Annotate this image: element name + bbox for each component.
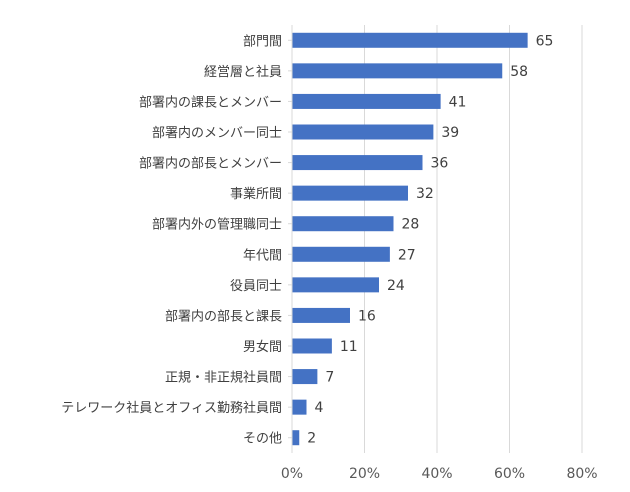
- category-label: テレワーク社員とオフィス勤務社員間: [61, 400, 282, 416]
- category-label: その他: [243, 432, 282, 447]
- data-label: 39: [441, 125, 459, 141]
- bars: [292, 32, 528, 446]
- data-label: 58: [510, 64, 528, 80]
- bar: [292, 399, 307, 415]
- bar: [292, 63, 503, 79]
- bar: [292, 185, 408, 201]
- category-label: 部署内のメンバー同士: [152, 125, 282, 141]
- bar: [292, 430, 300, 446]
- category-label: 部署内の課長とメンバー: [139, 94, 282, 110]
- bar: [292, 369, 318, 385]
- category-label: 年代間: [243, 248, 282, 263]
- data-label: 24: [387, 278, 405, 294]
- data-label: 27: [398, 247, 416, 263]
- category-label: 事業所間: [230, 186, 282, 202]
- category-label: 正規・非正規社員間: [165, 370, 282, 386]
- category-label: 部署内外の管理職同士: [152, 217, 282, 233]
- data-label: 65: [536, 33, 554, 49]
- data-label: 41: [449, 94, 467, 110]
- x-tick-label: 80%: [566, 466, 597, 482]
- data-label: 2: [307, 431, 316, 447]
- bar: [292, 32, 528, 48]
- bar: [292, 307, 350, 323]
- category-label: 部門間: [243, 34, 282, 49]
- bar: [292, 93, 441, 109]
- x-tick-label: 40%: [421, 466, 452, 482]
- category-label: 役員同士: [230, 279, 282, 294]
- bar: [292, 338, 332, 354]
- x-tick-label: 0%: [281, 466, 303, 482]
- category-label: 部署内の部長とメンバー: [139, 156, 282, 172]
- x-tick-label: 20%: [349, 466, 380, 482]
- bar: [292, 216, 394, 232]
- x-tick-label: 60%: [494, 466, 525, 482]
- data-label: 7: [325, 370, 334, 386]
- data-label: 16: [358, 308, 376, 324]
- bar: [292, 246, 390, 262]
- data-label: 4: [315, 400, 324, 416]
- category-label: 経営層と社員: [204, 64, 282, 80]
- category-axis: [288, 25, 293, 453]
- data-label: 11: [340, 339, 358, 355]
- data-label: 32: [416, 186, 434, 202]
- grid-lines: [364, 25, 583, 453]
- bar: [292, 124, 434, 140]
- data-label: 28: [402, 217, 420, 233]
- category-label: 男女間: [243, 339, 282, 355]
- bar: [292, 277, 379, 293]
- category-label: 部署内の部長と課長: [165, 308, 282, 324]
- data-label: 36: [431, 156, 449, 172]
- bar: [292, 155, 423, 171]
